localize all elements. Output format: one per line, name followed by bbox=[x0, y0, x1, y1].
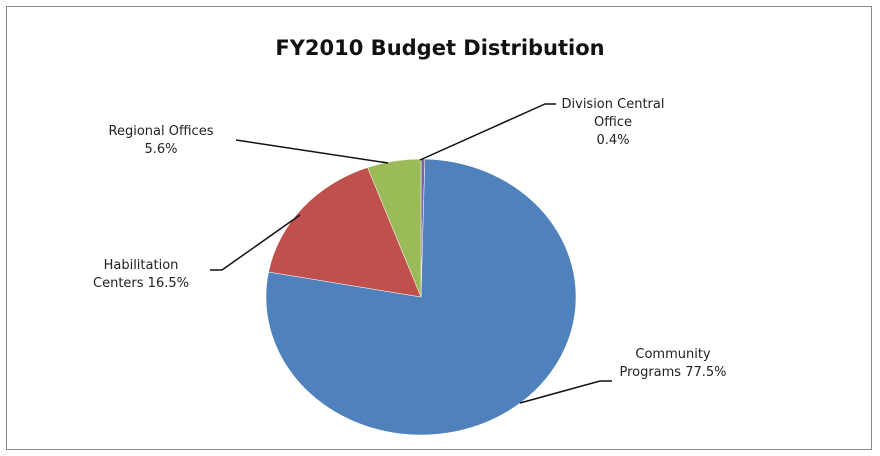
data-label: Community Programs 77.5% bbox=[606, 346, 740, 382]
label-name: Community Programs bbox=[619, 347, 711, 380]
leader-line bbox=[210, 214, 301, 271]
chart-title: FY2010 Budget Distribution bbox=[275, 36, 605, 60]
label-name: Regional Offices bbox=[108, 124, 214, 139]
pie bbox=[265, 158, 577, 436]
label-name: Division Central Office bbox=[561, 97, 665, 130]
data-label: Habilitation Centers 16.5% bbox=[74, 257, 208, 293]
data-label: Division Central Office 0.4% bbox=[548, 96, 678, 150]
label-value: 77.5% bbox=[685, 365, 727, 380]
pie-slice bbox=[268, 167, 422, 298]
leader-line bbox=[235, 139, 389, 164]
label-value: 16.5% bbox=[147, 276, 189, 291]
label-value: 5.6% bbox=[144, 142, 178, 157]
leader-lines bbox=[210, 103, 612, 404]
label-value: 0.4% bbox=[596, 133, 630, 148]
label-name: Habilitation Centers bbox=[93, 258, 179, 291]
leader-line bbox=[419, 103, 556, 161]
chart-frame bbox=[6, 6, 872, 450]
data-label: Regional Offices 5.6% bbox=[86, 123, 236, 159]
leader-line bbox=[519, 380, 612, 404]
